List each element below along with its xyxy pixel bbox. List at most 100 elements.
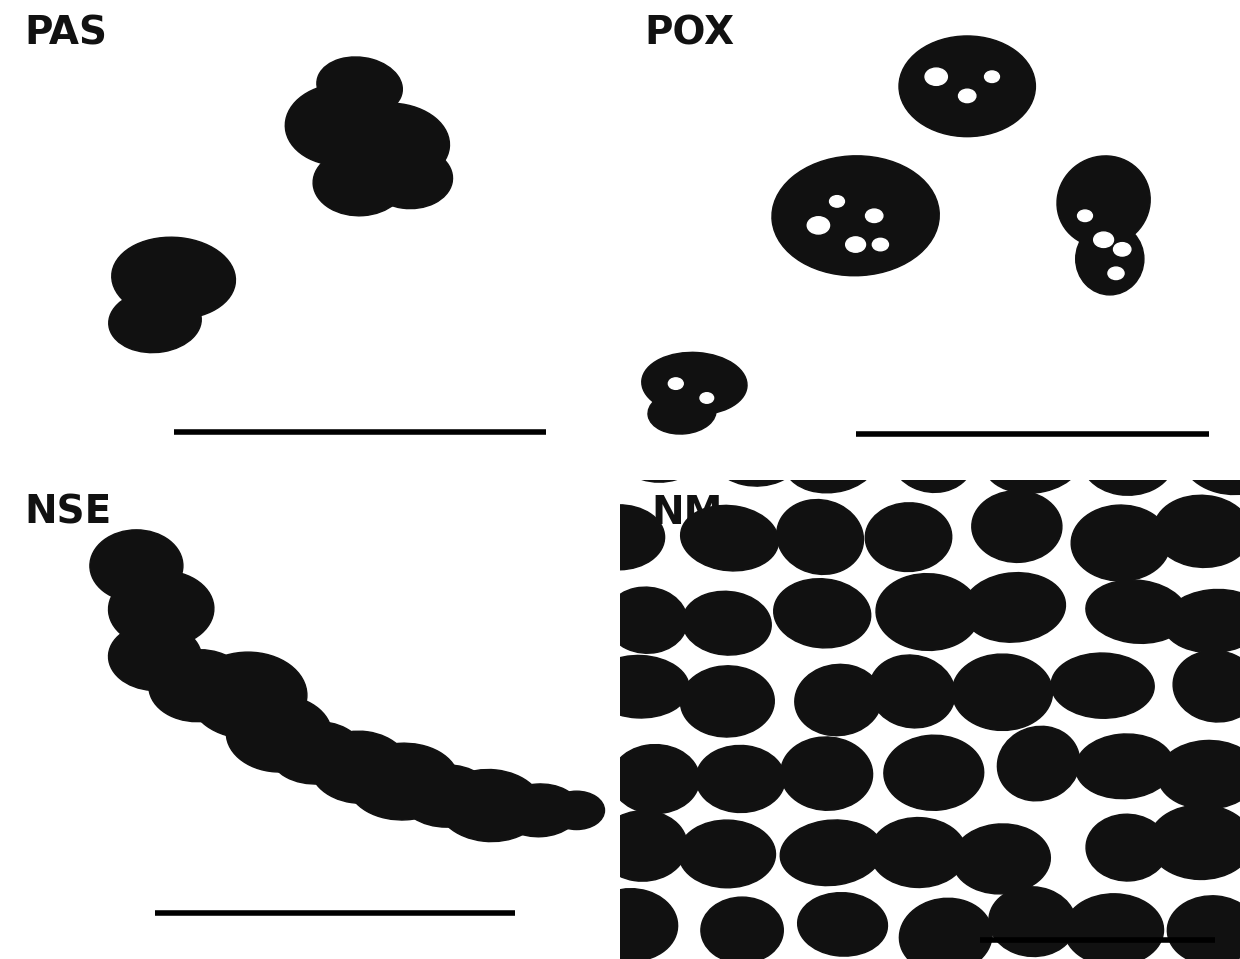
Ellipse shape — [1075, 734, 1173, 799]
Ellipse shape — [1045, 649, 1161, 722]
Ellipse shape — [870, 818, 966, 887]
Ellipse shape — [992, 722, 1085, 806]
Ellipse shape — [1148, 805, 1240, 879]
Ellipse shape — [771, 495, 869, 579]
Ellipse shape — [682, 592, 771, 655]
Circle shape — [873, 239, 888, 251]
Ellipse shape — [642, 352, 746, 415]
Ellipse shape — [885, 416, 978, 497]
Ellipse shape — [774, 816, 889, 890]
Ellipse shape — [673, 816, 781, 892]
Ellipse shape — [780, 820, 883, 885]
Ellipse shape — [1142, 801, 1240, 884]
Ellipse shape — [784, 428, 878, 493]
Ellipse shape — [675, 502, 785, 574]
Ellipse shape — [614, 411, 706, 482]
Ellipse shape — [952, 654, 1053, 731]
Ellipse shape — [399, 765, 492, 827]
Ellipse shape — [1080, 576, 1193, 647]
Ellipse shape — [864, 813, 972, 892]
Text: NSE: NSE — [25, 494, 112, 532]
Ellipse shape — [797, 893, 888, 956]
Ellipse shape — [590, 655, 689, 718]
Ellipse shape — [952, 824, 1050, 894]
Ellipse shape — [1076, 222, 1143, 294]
Ellipse shape — [681, 666, 774, 737]
Ellipse shape — [649, 390, 715, 434]
Ellipse shape — [962, 573, 1065, 643]
Ellipse shape — [701, 897, 784, 959]
Ellipse shape — [946, 649, 1059, 735]
Ellipse shape — [702, 409, 810, 490]
Ellipse shape — [611, 744, 699, 813]
Ellipse shape — [1081, 424, 1174, 495]
Ellipse shape — [1168, 646, 1240, 726]
Ellipse shape — [1075, 420, 1180, 500]
Ellipse shape — [696, 893, 789, 959]
Ellipse shape — [1176, 415, 1240, 499]
Ellipse shape — [1064, 894, 1163, 959]
Ellipse shape — [310, 731, 409, 804]
Ellipse shape — [675, 662, 780, 741]
Ellipse shape — [574, 504, 665, 570]
Ellipse shape — [956, 569, 1071, 646]
Ellipse shape — [1158, 740, 1240, 809]
Ellipse shape — [677, 588, 776, 659]
Ellipse shape — [781, 737, 873, 810]
Ellipse shape — [1065, 501, 1177, 586]
Ellipse shape — [109, 571, 213, 647]
Ellipse shape — [1086, 580, 1188, 643]
Ellipse shape — [593, 807, 692, 885]
Ellipse shape — [988, 887, 1076, 956]
Ellipse shape — [1152, 737, 1240, 813]
Ellipse shape — [983, 428, 1083, 493]
Ellipse shape — [270, 721, 362, 784]
Ellipse shape — [1163, 590, 1240, 653]
Ellipse shape — [438, 769, 542, 842]
Ellipse shape — [568, 501, 670, 573]
Ellipse shape — [983, 882, 1081, 959]
Ellipse shape — [599, 810, 687, 881]
Ellipse shape — [227, 695, 331, 772]
Ellipse shape — [580, 884, 683, 959]
Circle shape — [866, 209, 883, 222]
Text: PAS: PAS — [25, 14, 108, 53]
Ellipse shape — [89, 529, 184, 602]
Ellipse shape — [790, 660, 887, 740]
Ellipse shape — [317, 57, 402, 116]
Ellipse shape — [149, 649, 248, 722]
Circle shape — [699, 393, 714, 403]
Ellipse shape — [500, 784, 579, 837]
Ellipse shape — [997, 726, 1080, 801]
Ellipse shape — [314, 149, 405, 216]
Ellipse shape — [549, 791, 605, 830]
Ellipse shape — [792, 889, 893, 959]
Ellipse shape — [1059, 890, 1169, 959]
Ellipse shape — [585, 889, 677, 959]
Circle shape — [1114, 243, 1131, 256]
Ellipse shape — [875, 573, 980, 650]
Ellipse shape — [1056, 156, 1151, 246]
Ellipse shape — [332, 103, 449, 185]
Ellipse shape — [681, 505, 779, 571]
Ellipse shape — [978, 424, 1089, 497]
Ellipse shape — [696, 745, 785, 812]
Ellipse shape — [775, 733, 878, 815]
Ellipse shape — [1071, 505, 1171, 581]
Ellipse shape — [776, 500, 863, 574]
Ellipse shape — [1052, 653, 1154, 718]
Ellipse shape — [1081, 810, 1173, 885]
Ellipse shape — [795, 665, 882, 736]
Ellipse shape — [894, 894, 998, 959]
Circle shape — [1094, 232, 1114, 247]
Ellipse shape — [584, 652, 696, 722]
Ellipse shape — [861, 499, 957, 575]
Ellipse shape — [899, 899, 992, 959]
Circle shape — [985, 71, 999, 82]
Ellipse shape — [972, 491, 1061, 562]
Ellipse shape — [864, 650, 960, 733]
Ellipse shape — [1173, 650, 1240, 722]
Circle shape — [959, 89, 976, 103]
Ellipse shape — [600, 583, 692, 657]
Ellipse shape — [1153, 495, 1240, 568]
